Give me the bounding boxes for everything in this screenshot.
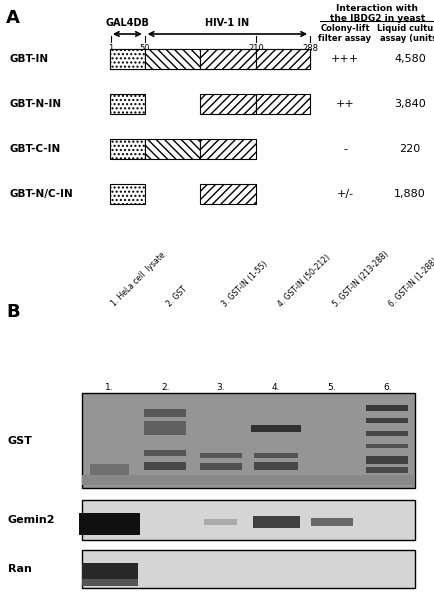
- Text: 4,580: 4,580: [394, 54, 426, 64]
- Bar: [200, 139, 256, 159]
- Bar: [110, 49, 310, 69]
- Bar: [366, 405, 408, 411]
- Text: GBT-N-IN: GBT-N-IN: [10, 99, 62, 109]
- Text: Gemin2: Gemin2: [8, 515, 56, 525]
- Text: 5.: 5.: [327, 383, 336, 392]
- Text: 5. GST-IN (213-288): 5. GST-IN (213-288): [332, 249, 391, 309]
- Text: GBT-N/C-IN: GBT-N/C-IN: [10, 189, 74, 199]
- Text: Colony-lift
filter assay: Colony-lift filter assay: [319, 24, 372, 44]
- Bar: [145, 450, 186, 456]
- Bar: [145, 409, 186, 417]
- Text: 1.: 1.: [105, 383, 114, 392]
- Text: 3. GST-IN (1-55): 3. GST-IN (1-55): [221, 259, 270, 309]
- Text: HIV-1 IN: HIV-1 IN: [205, 18, 250, 28]
- Bar: [204, 519, 237, 525]
- Text: ++: ++: [335, 99, 355, 109]
- Text: 288: 288: [302, 44, 318, 53]
- Text: 220: 220: [399, 144, 421, 154]
- Bar: [254, 462, 299, 470]
- Bar: [200, 49, 256, 69]
- Text: 2. GST: 2. GST: [165, 285, 189, 309]
- Text: +++: +++: [331, 54, 359, 64]
- Text: -: -: [343, 144, 347, 154]
- Bar: [145, 462, 186, 470]
- Bar: [200, 184, 256, 204]
- Text: Liquid culture
assay (units): Liquid culture assay (units): [377, 24, 434, 44]
- Bar: [366, 417, 408, 423]
- Text: B: B: [6, 303, 20, 321]
- Text: 3.: 3.: [217, 383, 225, 392]
- Bar: [145, 49, 200, 69]
- Bar: [110, 139, 145, 159]
- Bar: [82, 393, 415, 488]
- Bar: [145, 421, 186, 435]
- Text: GAL4DB: GAL4DB: [105, 18, 149, 28]
- Text: 1,880: 1,880: [394, 189, 426, 199]
- Bar: [251, 425, 301, 432]
- Text: 3,840: 3,840: [394, 99, 426, 109]
- Bar: [82, 475, 415, 485]
- Bar: [82, 563, 138, 584]
- Bar: [82, 579, 138, 585]
- Text: 2.: 2.: [161, 383, 170, 392]
- Bar: [254, 453, 299, 457]
- Bar: [110, 49, 145, 69]
- Bar: [200, 462, 242, 469]
- Text: 50: 50: [139, 44, 150, 53]
- Bar: [253, 516, 300, 528]
- Text: GBT-C-IN: GBT-C-IN: [10, 144, 61, 154]
- Bar: [200, 453, 242, 457]
- Text: GBT-IN: GBT-IN: [10, 54, 49, 64]
- Bar: [110, 94, 145, 114]
- Text: Interaction with
the IBDG2 in yeast: Interaction with the IBDG2 in yeast: [330, 4, 425, 23]
- Text: A: A: [6, 9, 20, 27]
- Bar: [366, 467, 408, 473]
- Text: 1: 1: [108, 44, 113, 53]
- Text: GST: GST: [8, 435, 33, 446]
- Bar: [311, 518, 352, 526]
- Bar: [82, 500, 415, 540]
- Text: +/-: +/-: [336, 189, 354, 199]
- Bar: [110, 184, 145, 204]
- Bar: [366, 456, 408, 464]
- Text: 6. GST-IN (1-288): 6. GST-IN (1-288): [387, 256, 434, 309]
- Bar: [79, 513, 140, 535]
- Bar: [145, 139, 200, 159]
- Bar: [366, 431, 408, 435]
- Bar: [90, 464, 129, 476]
- Text: 6.: 6.: [383, 383, 391, 392]
- Text: Ran: Ran: [8, 564, 32, 574]
- Bar: [256, 49, 310, 69]
- Bar: [256, 94, 310, 114]
- Text: 4. GST-IN (50-212): 4. GST-IN (50-212): [276, 252, 332, 309]
- Bar: [366, 444, 408, 448]
- Bar: [82, 550, 415, 588]
- Text: 4.: 4.: [272, 383, 280, 392]
- Bar: [200, 94, 256, 114]
- Text: 210: 210: [248, 44, 264, 53]
- Text: 1. HeLa cell  lysate: 1. HeLa cell lysate: [110, 251, 168, 309]
